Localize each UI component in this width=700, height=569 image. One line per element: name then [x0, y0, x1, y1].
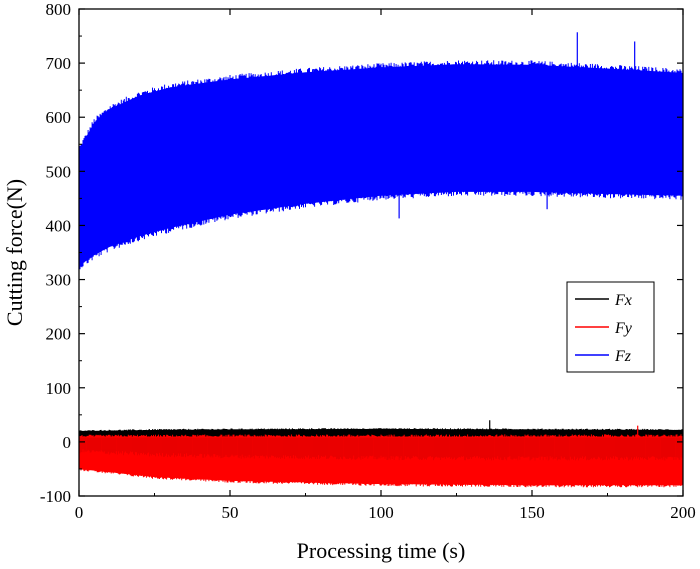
y-tick-label: -100 — [40, 487, 71, 506]
y-tick-label: 800 — [46, 0, 72, 19]
y-tick-label: 600 — [46, 108, 72, 127]
x-tick-label: 50 — [222, 503, 239, 522]
y-tick-label: 700 — [46, 54, 72, 73]
x-tick-label: 0 — [75, 503, 84, 522]
y-tick-label: 100 — [46, 379, 72, 398]
series-fz — [78, 32, 684, 270]
x-tick-label: 200 — [670, 503, 696, 522]
series-fz-texture — [78, 60, 684, 270]
y-tick-label: 500 — [46, 162, 72, 181]
x-tick-label: 100 — [368, 503, 394, 522]
y-tick-label: 0 — [63, 433, 72, 452]
x-axis-title: Processing time (s) — [297, 538, 466, 563]
series-layer — [78, 32, 684, 488]
y-tick-label: 200 — [46, 325, 72, 344]
y-tick-label: 300 — [46, 271, 72, 290]
legend-label-fx: Fx — [614, 292, 632, 309]
ticks: 0 50 100 150 200-100010020030040050060070080… — [40, 0, 696, 522]
legend-label-fz: Fz — [614, 348, 632, 365]
legend-label-fy: Fy — [614, 320, 633, 337]
series-fx — [78, 420, 684, 439]
y-tick-label: 400 — [46, 216, 72, 235]
x-tick-label: 150 — [519, 503, 545, 522]
legend: Fx Fy Fz — [566, 281, 655, 373]
legend-box — [566, 281, 655, 373]
y-axis-title: Cutting force(N) — [2, 179, 27, 326]
